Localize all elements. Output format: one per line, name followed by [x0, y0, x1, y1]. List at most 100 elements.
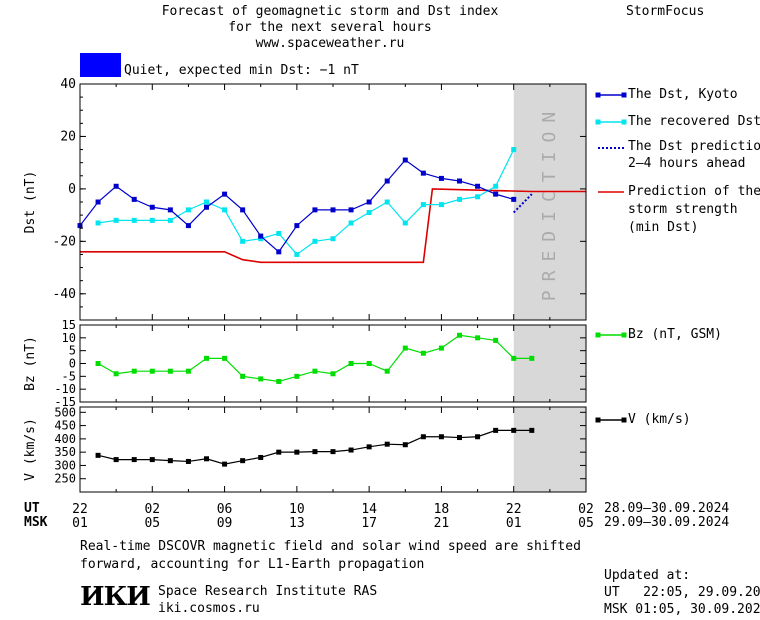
data-point-v	[529, 427, 535, 433]
data-point-dst-kyoto	[185, 223, 191, 229]
legend-dst-recovered: The recovered Dst	[628, 114, 760, 129]
data-point-bz	[167, 368, 173, 374]
data-point-dst-recovered	[222, 207, 228, 213]
data-point-dst-recovered	[493, 183, 499, 189]
data-point-dst-recovered	[240, 238, 246, 244]
data-point-dst-recovered	[402, 220, 408, 226]
series-line-v	[97, 429, 532, 465]
data-point-dst-recovered	[204, 199, 209, 205]
institute-name: Space Research Institute RAS	[158, 584, 378, 599]
data-point-dst-kyoto	[384, 178, 390, 184]
data-point-dst-recovered	[167, 217, 173, 223]
data-point-bz	[420, 350, 426, 356]
data-point-bz	[529, 355, 535, 361]
footer-note-line1: Real-time DSCOVR magnetic field and sola…	[80, 539, 581, 554]
data-point-bz	[493, 337, 499, 343]
data-point-dst-recovered	[131, 217, 137, 223]
data-point-dst-kyoto	[511, 196, 517, 202]
data-point-bz	[366, 361, 372, 366]
updated-msk: MSK 01:05, 30.09.2024	[604, 602, 760, 617]
y-tick-label-bz: 15	[62, 318, 76, 332]
chart-title-line2: for the next several hours	[228, 20, 432, 35]
data-point-dst-kyoto	[330, 207, 336, 213]
data-point-v	[113, 457, 119, 463]
data-point-v	[222, 461, 228, 467]
legend-dst-kyoto: The Dst, Kyoto	[628, 87, 738, 102]
x-axis-ut-range: 28.09–30.09.2024	[604, 501, 730, 516]
data-point-dst-recovered	[457, 196, 462, 202]
data-point-dst-recovered	[185, 207, 191, 213]
legend-swatch-v-marker	[595, 417, 601, 423]
data-point-v	[420, 434, 426, 440]
data-point-dst-kyoto	[312, 207, 318, 213]
y-tick-label-bz: 5	[69, 344, 76, 358]
x-tick-label-msk: 05	[144, 516, 160, 531]
chart-title-line3: www.spaceweather.ru	[255, 36, 405, 51]
x-tick-label-ut: 06	[217, 502, 233, 517]
data-point-v	[402, 442, 408, 448]
data-point-dst-kyoto	[276, 249, 282, 255]
legend-swatch-dst-kyoto-marker	[595, 92, 601, 98]
data-point-dst-kyoto	[420, 170, 426, 176]
data-point-dst-recovered	[276, 230, 282, 236]
data-point-dst-kyoto	[294, 223, 300, 229]
data-point-dst-recovered	[384, 199, 390, 205]
x-axis-ut-label: UT	[24, 501, 40, 516]
data-point-v	[294, 449, 300, 455]
data-point-dst-kyoto	[457, 178, 462, 184]
prediction-band-v	[513, 407, 586, 492]
y-tick-label-bz: 0	[69, 357, 76, 371]
data-point-dst-kyoto	[204, 204, 209, 210]
data-point-bz	[276, 378, 282, 384]
legend-storm-line3: (min Dst)	[628, 220, 699, 235]
data-point-v	[438, 434, 444, 440]
y-tick-label-bz: -5	[62, 369, 76, 383]
y-tick-label-v: 400	[54, 432, 76, 446]
legend-dst-prediction-line1: The Dst prediction	[628, 139, 760, 154]
y-tick-label-bz: 10	[62, 331, 76, 345]
data-point-bz	[312, 368, 318, 374]
legend-swatch-bz-marker	[595, 332, 601, 338]
legend-dst-prediction-line2: 2–4 hours ahead	[628, 156, 746, 171]
institute-website[interactable]: iki.cosmos.ru	[158, 601, 260, 616]
status-text: Quiet, expected min Dst: −1 nT	[124, 63, 359, 78]
data-point-v	[131, 457, 137, 463]
data-point-dst-kyoto	[222, 191, 228, 197]
series-line-dst-recovered	[97, 149, 515, 256]
x-axis-msk-label: MSK	[24, 515, 48, 530]
data-point-dst-recovered	[312, 238, 318, 244]
data-point-dst-recovered	[258, 236, 264, 242]
brand-label: StormFocus	[626, 4, 705, 19]
data-point-v	[95, 452, 101, 458]
y-axis-title-v: V (km/s)	[23, 418, 38, 481]
data-point-v	[258, 454, 264, 460]
chart-title-line1: Forecast of geomagnetic storm and Dst in…	[161, 4, 499, 19]
plot-frame-bz	[79, 324, 587, 403]
data-point-v	[475, 434, 481, 440]
data-point-dst-kyoto	[366, 199, 372, 205]
data-point-v	[240, 458, 246, 464]
data-point-dst-recovered	[438, 202, 444, 208]
data-point-bz	[113, 371, 119, 377]
data-point-dst-kyoto	[493, 191, 499, 197]
prediction-band-bz	[513, 325, 586, 402]
x-tick-label-ut: 14	[361, 502, 377, 517]
y-tick-label-bz: -15	[54, 395, 76, 409]
data-point-dst-kyoto	[113, 183, 119, 189]
legend-swatch-dst-kyoto-marker	[621, 92, 627, 98]
data-point-dst-kyoto	[258, 233, 264, 239]
data-point-dst-recovered	[95, 220, 101, 226]
x-tick-label-ut: 22	[72, 502, 88, 517]
x-tick-label-ut: 10	[289, 502, 305, 517]
updated-label: Updated at:	[604, 568, 691, 583]
y-tick-label-bz: -10	[54, 382, 76, 396]
data-point-v	[149, 457, 155, 463]
footer-note-line2: forward, accounting for L1-Earth propaga…	[80, 557, 425, 572]
y-axis-title-bz: Bz (nT)	[23, 336, 38, 391]
data-point-bz	[384, 368, 390, 374]
x-axis-msk-range: 29.09–30.09.2024	[604, 515, 730, 530]
prediction-label: PREDICTION	[539, 103, 560, 301]
data-point-v	[457, 435, 462, 441]
data-point-bz	[204, 355, 209, 361]
